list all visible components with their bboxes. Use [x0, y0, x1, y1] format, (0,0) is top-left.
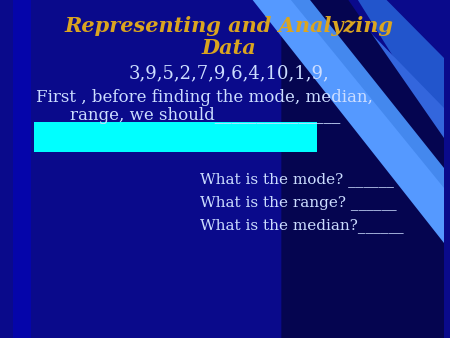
Polygon shape [224, 0, 444, 228]
Text: First , before finding the mode, median,: First , before finding the mode, median, [36, 89, 373, 105]
FancyBboxPatch shape [14, 0, 31, 338]
Text: What is the median?______: What is the median?______ [200, 219, 404, 234]
Text: Representing and Analyzing: Representing and Analyzing [64, 16, 393, 36]
Polygon shape [272, 0, 444, 178]
Text: range, we should_______________: range, we should_______________ [70, 107, 340, 124]
Text: 3,9,5,2,7,9,6,4,10,1,9,: 3,9,5,2,7,9,6,4,10,1,9, [128, 64, 329, 82]
Polygon shape [243, 0, 444, 243]
Polygon shape [281, 0, 444, 338]
Text: What is the range? ______: What is the range? ______ [200, 196, 396, 211]
Polygon shape [320, 0, 444, 138]
Text: Data: Data [201, 38, 256, 58]
Text: What is the mode? ______: What is the mode? ______ [200, 173, 394, 188]
FancyBboxPatch shape [35, 122, 317, 152]
